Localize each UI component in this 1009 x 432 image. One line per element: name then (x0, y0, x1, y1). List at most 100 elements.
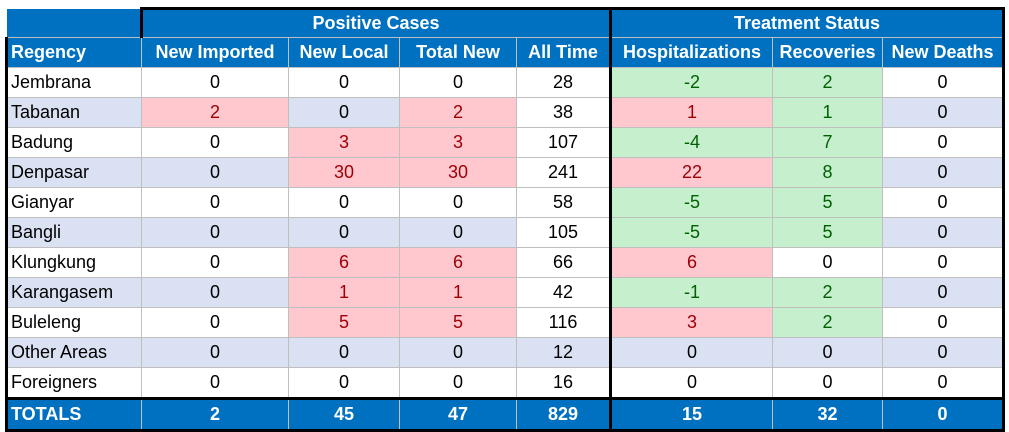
regency-name: Jembrana (5, 67, 142, 98)
new-imported-cell: 0 (141, 127, 289, 158)
total-new-cell: 5 (399, 307, 517, 338)
new-deaths-cell: 0 (882, 337, 1005, 368)
new-local-cell: 0 (288, 337, 400, 368)
new-deaths-cell: 0 (882, 367, 1005, 400)
recoveries-cell: 7 (772, 127, 883, 158)
new-deaths-cell: 0 (882, 157, 1005, 188)
table-row: Gianyar 0 0 0 58 -5 5 0 (5, 187, 1005, 218)
group-positive-cases: Positive Cases (140, 7, 611, 38)
new-deaths-cell: 0 (882, 187, 1005, 218)
cases-table: Positive Cases Treatment Status Regency … (5, 7, 1005, 432)
table-row: Jembrana 0 0 0 28 -2 2 0 (5, 67, 1005, 98)
table-row: Buleleng 0 5 5 116 3 2 0 (5, 307, 1005, 338)
all-time-cell: 28 (516, 67, 611, 98)
total-new-cell: 0 (399, 67, 517, 98)
new-imported-cell: 0 (141, 367, 289, 400)
all-time-cell: 105 (516, 217, 611, 248)
all-time-cell: 66 (516, 247, 611, 278)
regency-name: Buleleng (5, 307, 142, 338)
new-local-cell: 0 (288, 367, 400, 400)
new-deaths-cell: 0 (882, 97, 1005, 128)
total-new-cell: 3 (399, 127, 517, 158)
new-deaths-cell: 0 (882, 307, 1005, 338)
header-total-new: Total New (399, 37, 517, 68)
recoveries-cell: 5 (772, 217, 883, 248)
new-local-cell: 0 (288, 217, 400, 248)
hospitalizations-cell: -5 (609, 187, 773, 218)
hospitalizations-cell: 1 (609, 97, 773, 128)
header-new-imported: New Imported (141, 37, 289, 68)
table-row: Foreigners 0 0 0 16 0 0 0 (5, 367, 1005, 400)
new-imported-cell: 0 (141, 337, 289, 368)
header-recoveries: Recoveries (772, 37, 883, 68)
total-new-cell: 0 (399, 367, 517, 400)
hospitalizations-cell: 0 (609, 337, 773, 368)
new-local-cell: 30 (288, 157, 400, 188)
total-new-imported: 2 (141, 398, 289, 432)
regency-name: Other Areas (5, 337, 142, 368)
table-row: Other Areas 0 0 0 12 0 0 0 (5, 337, 1005, 368)
totals-row: TOTALS 2 45 47 829 15 32 0 (5, 398, 1005, 432)
new-imported-cell: 0 (141, 277, 289, 308)
new-local-cell: 1 (288, 277, 400, 308)
total-new-cell: 30 (399, 157, 517, 188)
table-row: Bangli 0 0 0 105 -5 5 0 (5, 217, 1005, 248)
total-new-local: 45 (288, 398, 400, 432)
total-new-cell: 6 (399, 247, 517, 278)
new-local-cell: 5 (288, 307, 400, 338)
new-local-cell: 6 (288, 247, 400, 278)
all-time-cell: 58 (516, 187, 611, 218)
regency-name: Karangasem (5, 277, 142, 308)
table-row: Karangasem 0 1 1 42 -1 2 0 (5, 277, 1005, 308)
hospitalizations-cell: 6 (609, 247, 773, 278)
new-imported-cell: 0 (141, 187, 289, 218)
hospitalizations-cell: -5 (609, 217, 773, 248)
all-time-cell: 116 (516, 307, 611, 338)
total-recoveries: 32 (772, 398, 883, 432)
header-all-time: All Time (516, 37, 611, 68)
new-deaths-cell: 0 (882, 217, 1005, 248)
total-new-cell: 0 (399, 337, 517, 368)
regency-name: Gianyar (5, 187, 142, 218)
new-deaths-cell: 0 (882, 67, 1005, 98)
regency-name: Badung (5, 127, 142, 158)
recoveries-cell: 2 (772, 307, 883, 338)
totals-label: TOTALS (5, 398, 142, 432)
regency-name: Klungkung (5, 247, 142, 278)
recoveries-cell: 0 (772, 367, 883, 400)
new-deaths-cell: 0 (882, 277, 1005, 308)
new-local-cell: 0 (288, 187, 400, 218)
recoveries-cell: 2 (772, 67, 883, 98)
table-row: Denpasar 0 30 30 241 22 8 0 (5, 157, 1005, 188)
hospitalizations-cell: 0 (609, 367, 773, 400)
regency-name: Bangli (5, 217, 142, 248)
recoveries-cell: 5 (772, 187, 883, 218)
total-new-deaths: 0 (882, 398, 1005, 432)
new-local-cell: 3 (288, 127, 400, 158)
regency-name: Foreigners (5, 367, 142, 400)
total-total-new: 47 (399, 398, 517, 432)
regency-name: Denpasar (5, 157, 142, 188)
hospitalizations-cell: -1 (609, 277, 773, 308)
new-imported-cell: 0 (141, 217, 289, 248)
header-new-local: New Local (288, 37, 400, 68)
recoveries-cell: 1 (772, 97, 883, 128)
header-new-deaths: New Deaths (882, 37, 1005, 68)
hospitalizations-cell: 22 (609, 157, 773, 188)
recoveries-cell: 2 (772, 277, 883, 308)
table-row: Tabanan 2 0 2 38 1 1 0 (5, 97, 1005, 128)
regency-name: Tabanan (5, 97, 142, 128)
all-time-cell: 107 (516, 127, 611, 158)
group-treatment-status: Treatment Status (609, 7, 1005, 38)
total-all-time: 829 (516, 398, 611, 432)
new-local-cell: 0 (288, 97, 400, 128)
hospitalizations-cell: 3 (609, 307, 773, 338)
all-time-cell: 42 (516, 277, 611, 308)
new-imported-cell: 0 (141, 307, 289, 338)
table-row: Badung 0 3 3 107 -4 7 0 (5, 127, 1005, 158)
all-time-cell: 16 (516, 367, 611, 400)
all-time-cell: 38 (516, 97, 611, 128)
new-imported-cell: 2 (141, 97, 289, 128)
recoveries-cell: 0 (772, 337, 883, 368)
recoveries-cell: 0 (772, 247, 883, 278)
